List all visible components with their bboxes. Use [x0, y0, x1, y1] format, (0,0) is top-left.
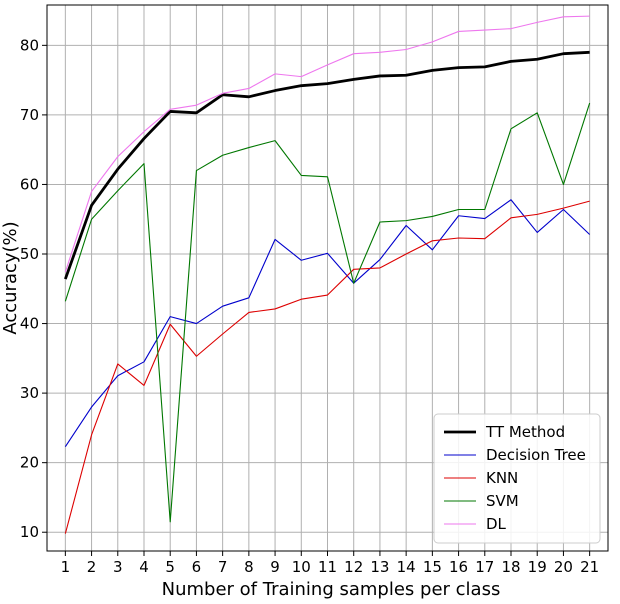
y-axis-label: Accuracy(%) — [0, 221, 21, 334]
y-tick-label: 60 — [20, 175, 39, 193]
x-tick-label: 8 — [244, 558, 254, 576]
legend-label: TT Method — [485, 423, 565, 441]
x-tick-label: 4 — [139, 558, 149, 576]
legend-box — [433, 413, 601, 544]
x-tick-label: 16 — [449, 558, 468, 576]
series-line-knn — [64, 200, 590, 534]
y-tick-label: 30 — [20, 384, 39, 402]
x-tick-label: 13 — [370, 558, 389, 576]
series-line-decision-tree — [64, 199, 591, 447]
y-axis-ticks: 10 20 30 40 50 60 70 80 — [20, 36, 47, 541]
x-tick-label: 1 — [61, 558, 71, 576]
series-line-tt-method — [64, 50, 590, 280]
x-tick-label: 7 — [218, 558, 228, 576]
legend-label: Decision Tree — [486, 446, 586, 464]
y-tick-label: 10 — [20, 523, 39, 541]
x-tick-label: 2 — [87, 558, 97, 576]
legend-label: KNN — [486, 469, 518, 487]
x-tick-label: 10 — [292, 558, 311, 576]
x-tick-label: 12 — [344, 558, 363, 576]
x-tick-label: 11 — [318, 558, 337, 576]
x-tick-label: 21 — [580, 558, 599, 576]
x-tick-label: 15 — [423, 558, 442, 576]
legend: TT Method Decision Tree KNN SVM DL — [433, 413, 601, 544]
y-tick-label: 70 — [20, 106, 39, 124]
x-tick-label: 9 — [270, 558, 280, 576]
x-tick-label: 3 — [113, 558, 123, 576]
legend-label: SVM — [486, 492, 519, 510]
series-line-dl — [64, 15, 590, 273]
x-tick-label: 14 — [397, 558, 416, 576]
x-tick-label: 18 — [501, 558, 520, 576]
x-axis-ticks: 1 2 3 4 5 6 7 8 9 10 11 12 13 14 15 16 17 18 19 20 21 — [61, 551, 599, 576]
legend-label: DL — [486, 515, 507, 533]
x-tick-label: 17 — [475, 558, 494, 576]
series-line-svm — [64, 102, 591, 523]
y-tick-label: 50 — [20, 245, 39, 263]
y-tick-label: 80 — [20, 36, 39, 54]
y-tick-label: 40 — [20, 315, 39, 333]
x-tick-label: 20 — [554, 558, 573, 576]
x-tick-label: 19 — [528, 558, 547, 576]
x-tick-label: 5 — [165, 558, 175, 576]
series-lines — [64, 15, 591, 534]
x-tick-label: 6 — [192, 558, 202, 576]
x-axis-label: Number of Training samples per class — [162, 579, 501, 600]
y-tick-label: 20 — [20, 454, 39, 472]
